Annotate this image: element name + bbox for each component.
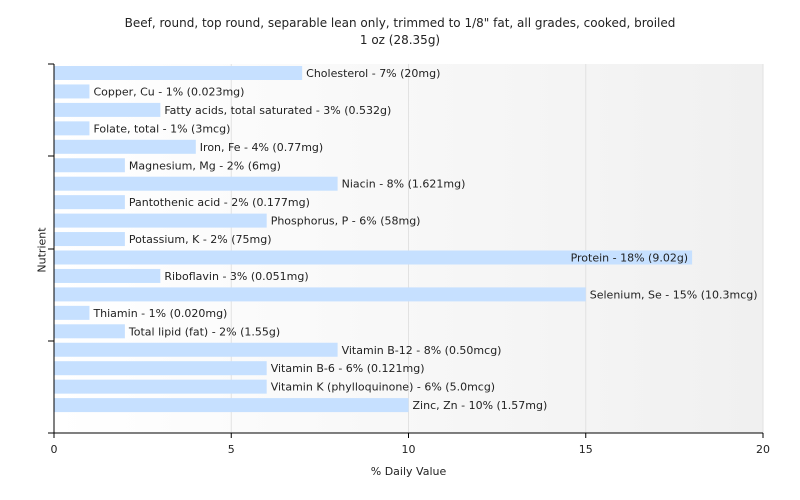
bar-2 [54, 84, 89, 98]
x-tick-label: 20 [756, 443, 770, 456]
data-label-11: Protein - 18% (9.02g) [571, 252, 689, 265]
bar-8 [54, 195, 125, 209]
bar-4 [54, 121, 89, 135]
bar-17 [54, 361, 267, 375]
y-axis-label: Nutrient [36, 227, 49, 272]
data-label-18: Vitamin K (phylloquinone) - 6% (5.0mcg) [271, 381, 495, 394]
data-label-12: Riboflavin - 3% (0.051mg) [164, 270, 308, 283]
bar-18 [54, 380, 267, 394]
x-axis-label: % Daily Value [54, 465, 763, 478]
x-tick-label: 5 [228, 443, 235, 456]
bar-9 [54, 214, 267, 228]
bar-14 [54, 306, 89, 320]
data-label-16: Vitamin B-12 - 8% (0.50mcg) [342, 344, 502, 357]
data-label-7: Niacin - 8% (1.621mg) [342, 178, 466, 191]
bar-13 [54, 287, 586, 301]
data-label-4: Folate, total - 1% (3mcg) [93, 122, 230, 135]
data-label-1: Cholesterol - 7% (20mg) [306, 67, 440, 80]
bar-16 [54, 343, 338, 357]
data-label-8: Pantothenic acid - 2% (0.177mg) [129, 196, 310, 209]
data-label-15: Total lipid (fat) - 2% (1.55g) [128, 325, 280, 338]
data-label-19: Zinc, Zn - 10% (1.57mg) [413, 399, 548, 412]
bar-12 [54, 269, 160, 283]
bar-7 [54, 177, 338, 191]
bar-6 [54, 158, 125, 172]
x-tick-label: 0 [51, 443, 58, 456]
bar-1 [54, 66, 302, 80]
bar-15 [54, 324, 125, 338]
data-label-5: Iron, Fe - 4% (0.77mg) [200, 141, 323, 154]
x-tick-label: 15 [579, 443, 593, 456]
data-label-17: Vitamin B-6 - 6% (0.121mg) [271, 362, 425, 375]
bar-5 [54, 140, 196, 154]
bar-19 [54, 398, 409, 412]
bar-10 [54, 232, 125, 246]
bar-3 [54, 103, 160, 117]
data-label-6: Magnesium, Mg - 2% (6mg) [129, 159, 281, 172]
data-label-3: Fatty acids, total saturated - 3% (0.532… [164, 104, 391, 117]
data-label-2: Copper, Cu - 1% (0.023mg) [93, 85, 244, 98]
data-label-9: Phosphorus, P - 6% (58mg) [271, 215, 421, 228]
x-tick-label: 10 [402, 443, 416, 456]
data-label-10: Potassium, K - 2% (75mg) [129, 233, 272, 246]
data-label-14: Thiamin - 1% (0.020mg) [92, 307, 227, 320]
data-label-13: Selenium, Se - 15% (10.3mcg) [590, 288, 758, 301]
